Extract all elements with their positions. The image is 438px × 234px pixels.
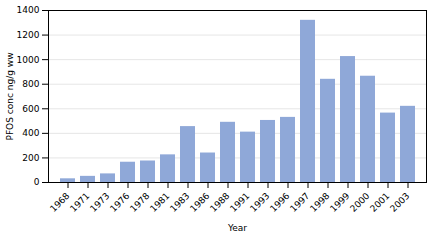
svg-text:600: 600: [22, 104, 39, 114]
svg-text:1968: 1968: [48, 191, 71, 214]
svg-text:1978: 1978: [128, 191, 151, 214]
svg-text:2003: 2003: [388, 191, 411, 214]
svg-text:1000: 1000: [17, 55, 40, 65]
svg-text:1981: 1981: [148, 191, 171, 214]
svg-text:1973: 1973: [88, 191, 111, 214]
svg-text:2001: 2001: [368, 191, 391, 214]
svg-text:0: 0: [34, 177, 40, 187]
svg-text:1998: 1998: [308, 191, 331, 214]
svg-text:Year: Year: [227, 223, 247, 233]
svg-text:800: 800: [22, 79, 39, 89]
svg-text:1993: 1993: [248, 191, 271, 214]
svg-text:1976: 1976: [108, 191, 131, 214]
svg-text:1400: 1400: [17, 5, 40, 15]
svg-text:1988: 1988: [208, 191, 231, 214]
svg-text:1997: 1997: [288, 191, 311, 214]
svg-text:1971: 1971: [68, 191, 91, 214]
svg-text:1986: 1986: [188, 191, 211, 214]
svg-text:200: 200: [22, 153, 39, 163]
svg-text:1991: 1991: [228, 191, 251, 214]
svg-text:1999: 1999: [328, 191, 351, 214]
svg-text:1983: 1983: [168, 191, 191, 214]
svg-text:1200: 1200: [17, 30, 40, 40]
svg-text:PFOS conc ng/g ww: PFOS conc ng/g ww: [5, 53, 15, 141]
svg-text:2000: 2000: [348, 191, 371, 214]
svg-text:400: 400: [22, 128, 39, 138]
svg-text:1996: 1996: [268, 191, 291, 214]
